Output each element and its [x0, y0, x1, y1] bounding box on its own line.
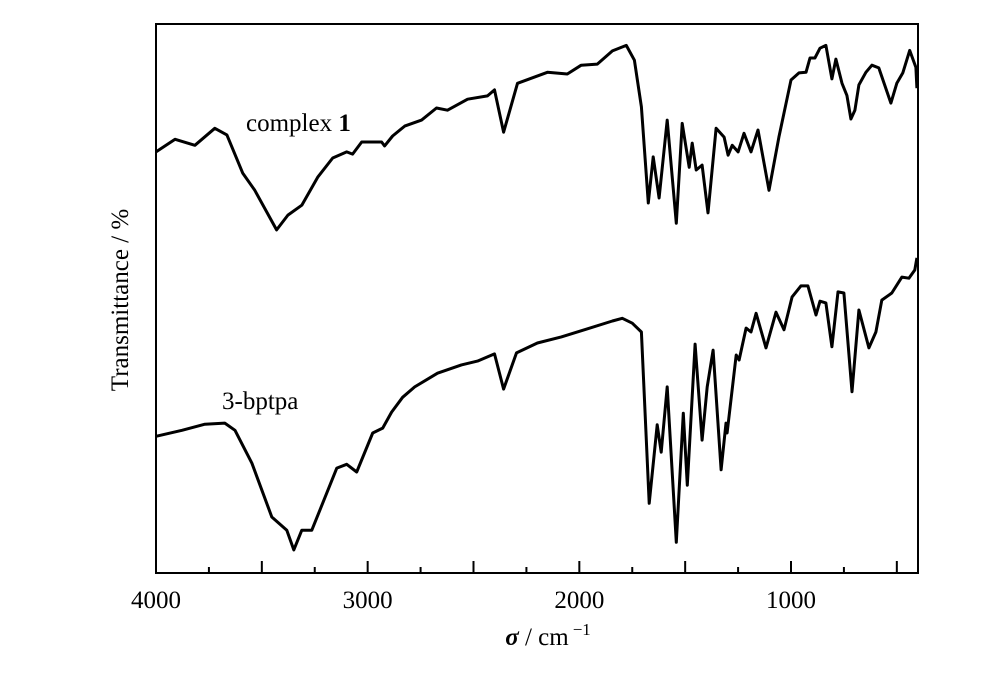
x-axis-ticks [155, 561, 898, 573]
series-label-complex-1: complex 1 [246, 110, 351, 137]
series-line-3-bptpa [155, 257, 919, 552]
x-tick-label: 3000 [343, 587, 393, 614]
series-lines [155, 43, 919, 552]
x-axis-tick-labels: 4000 3000 2000 1000 [131, 587, 816, 614]
series-label-3-bptpa: 3-bptpa [222, 388, 298, 415]
x-axis-title: σ / cm −1 [505, 620, 591, 651]
series-line-complex-1 [155, 43, 919, 232]
plot-frame [155, 23, 919, 574]
x-tick-label: 1000 [766, 587, 816, 614]
x-tick-label: 4000 [131, 587, 181, 614]
x-tick-label: 2000 [554, 587, 604, 614]
y-axis-title: Transmittance / % [107, 209, 134, 391]
